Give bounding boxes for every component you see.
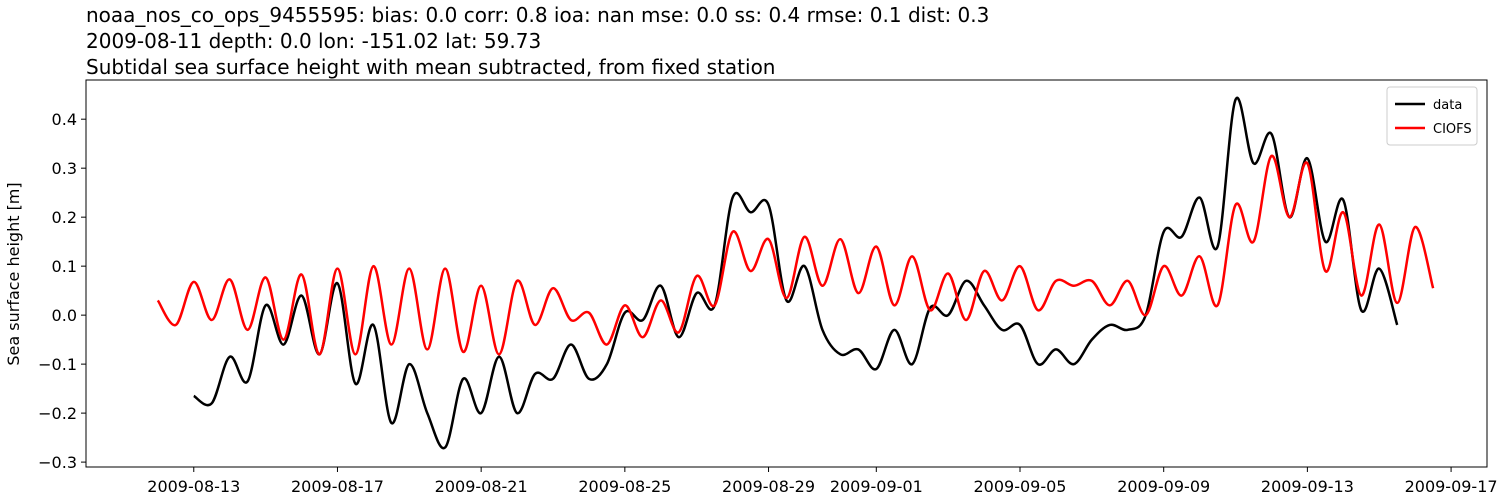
x-tick-label: 2009-09-13 xyxy=(1261,477,1354,496)
legend-box xyxy=(1386,86,1478,146)
x-tick-label: 2009-09-05 xyxy=(974,477,1067,496)
title-line: noaa_nos_co_ops_9455595: bias: 0.0 corr:… xyxy=(86,3,989,27)
x-tick-label: 2009-09-01 xyxy=(830,477,923,496)
legend-label: data xyxy=(1433,98,1462,113)
x-tick-label: 2009-08-21 xyxy=(435,477,528,496)
y-tick-label: 0.0 xyxy=(52,306,77,325)
x-tick-label: 2009-08-13 xyxy=(147,477,240,496)
plot-area xyxy=(85,79,1488,468)
title-line: 2009-08-11 depth: 0.0 lon: -151.02 lat: … xyxy=(86,29,541,53)
title-line: Subtidal sea surface height with mean su… xyxy=(86,55,775,79)
x-tick-label: 2009-08-25 xyxy=(578,477,671,496)
y-axis-label: Sea surface height [m] xyxy=(4,182,23,365)
data-line xyxy=(193,96,1399,450)
y-tick-label: −0.1 xyxy=(38,355,77,374)
y-tick-label: 0.4 xyxy=(52,110,77,129)
data-line xyxy=(156,154,1435,356)
legend-label: CIOFS xyxy=(1433,122,1472,137)
x-tick-label: 2009-08-29 xyxy=(722,477,815,496)
x-tick-label: 2009-09-17 xyxy=(1405,477,1498,496)
y-tick-label: −0.3 xyxy=(38,453,77,472)
y-tick-label: −0.2 xyxy=(38,404,77,423)
x-tick-label: 2009-08-17 xyxy=(291,477,384,496)
y-tick-label: 0.1 xyxy=(52,257,77,276)
y-tick-label: 0.2 xyxy=(52,208,77,227)
x-tick-label: 2009-09-09 xyxy=(1117,477,1210,496)
y-tick-label: 0.3 xyxy=(52,159,77,178)
